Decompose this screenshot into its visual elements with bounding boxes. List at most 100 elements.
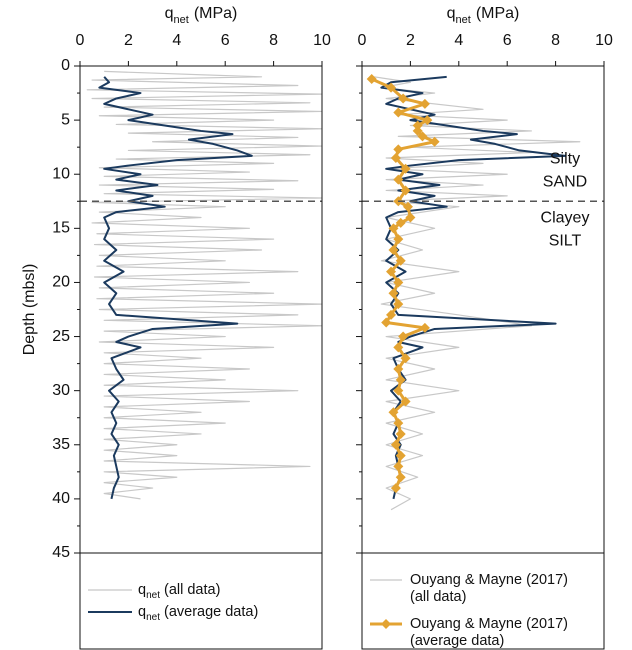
marker xyxy=(429,136,440,147)
y-tick-label: 15 xyxy=(52,220,70,237)
x-tick-label: 6 xyxy=(221,32,230,49)
marker xyxy=(395,374,406,385)
legend-label: (average data) xyxy=(410,633,504,649)
annotation: Silty xyxy=(550,150,580,167)
x-tick-label: 2 xyxy=(406,32,415,49)
marker xyxy=(395,428,406,439)
marker xyxy=(386,82,397,93)
marker xyxy=(393,299,404,310)
series-line xyxy=(374,76,581,511)
marker xyxy=(395,255,406,266)
frame xyxy=(79,65,323,650)
marker xyxy=(366,73,377,84)
marker xyxy=(412,125,423,136)
x-tick-label: 4 xyxy=(172,32,181,49)
plot-area xyxy=(86,70,322,500)
marker xyxy=(400,163,411,174)
marker xyxy=(395,217,406,228)
x-axis-title-sub: net xyxy=(456,14,471,26)
marker xyxy=(398,331,409,342)
x-axis-title: qnet (MPa) xyxy=(447,5,520,26)
legend-label: (all data) xyxy=(410,589,466,605)
y-axis-title: Depth (mbsl) xyxy=(21,264,38,356)
x-tick-label: 4 xyxy=(454,32,463,49)
x-tick-label: 0 xyxy=(76,32,85,49)
x-axis-title-part: q xyxy=(447,5,456,22)
y-tick-label: 5 xyxy=(61,111,70,128)
legend-label-sub: net xyxy=(146,612,160,623)
marker xyxy=(395,450,406,461)
legend-label: qnet (all data) xyxy=(138,582,220,601)
legend-marker xyxy=(381,619,391,629)
marker xyxy=(400,396,411,407)
x-axis-title-part: (MPa) xyxy=(476,5,520,22)
marker xyxy=(393,342,404,353)
marker xyxy=(393,277,404,288)
legend-label-part: (average data) xyxy=(164,604,258,620)
marker xyxy=(390,152,401,163)
marker xyxy=(388,244,399,255)
x-tick-label: 10 xyxy=(595,32,613,49)
y-tick-label: 25 xyxy=(52,328,70,345)
marker xyxy=(381,317,392,328)
marker xyxy=(390,483,401,494)
marker xyxy=(412,120,423,131)
legend-label-part: q xyxy=(138,604,146,620)
marker xyxy=(393,364,404,375)
marker xyxy=(386,309,397,320)
marker xyxy=(393,107,404,118)
x-axis-title-part: (MPa) xyxy=(194,5,238,22)
x-tick-label: 8 xyxy=(551,32,560,49)
series-line xyxy=(98,76,253,500)
y-tick-label: 20 xyxy=(52,274,70,291)
plot-area xyxy=(366,73,581,511)
marker xyxy=(419,98,430,109)
frame xyxy=(361,65,605,650)
marker xyxy=(393,234,404,245)
y-tick-label: 0 xyxy=(61,57,70,74)
marker xyxy=(393,418,404,429)
marker xyxy=(393,385,404,396)
legend-label: Ouyang & Mayne (2017) xyxy=(410,572,568,588)
marker xyxy=(388,288,399,299)
marker xyxy=(422,115,433,126)
series-line xyxy=(86,70,322,500)
y-tick-label: 30 xyxy=(52,382,70,399)
legend-label: Ouyang & Mayne (2017) xyxy=(410,616,568,632)
annotation: Clayey xyxy=(541,209,590,226)
series-line xyxy=(380,75,567,500)
marker xyxy=(388,223,399,234)
marker xyxy=(400,185,411,196)
marker xyxy=(388,407,399,418)
x-tick-label: 10 xyxy=(313,32,331,49)
legend-label-part: q xyxy=(138,582,146,598)
marker xyxy=(398,93,409,104)
x-axis-title-part: q xyxy=(165,5,174,22)
x-tick-label: 0 xyxy=(358,32,367,49)
marker xyxy=(402,201,413,212)
y-tick-label: 10 xyxy=(52,165,70,182)
annotation: SAND xyxy=(543,173,587,190)
legend-label-sub: net xyxy=(146,590,160,601)
legend-label-part: (all data) xyxy=(164,582,220,598)
marker xyxy=(393,174,404,185)
x-tick-label: 2 xyxy=(124,32,133,49)
x-tick-label: 8 xyxy=(269,32,278,49)
y-tick-label: 40 xyxy=(52,490,70,507)
annotation: SILT xyxy=(549,232,582,249)
marker xyxy=(393,461,404,472)
marker xyxy=(419,322,430,333)
marker xyxy=(393,144,404,155)
marker xyxy=(395,472,406,483)
series-line xyxy=(371,77,437,489)
marker xyxy=(417,131,428,142)
x-tick-label: 6 xyxy=(503,32,512,49)
legend-label: qnet (average data) xyxy=(138,604,258,623)
y-tick-label: 35 xyxy=(52,436,70,453)
y-tick-label: 45 xyxy=(52,544,70,561)
marker xyxy=(405,212,416,223)
marker xyxy=(386,266,397,277)
marker xyxy=(400,353,411,364)
x-axis-title: qnet (MPa) xyxy=(165,5,238,26)
